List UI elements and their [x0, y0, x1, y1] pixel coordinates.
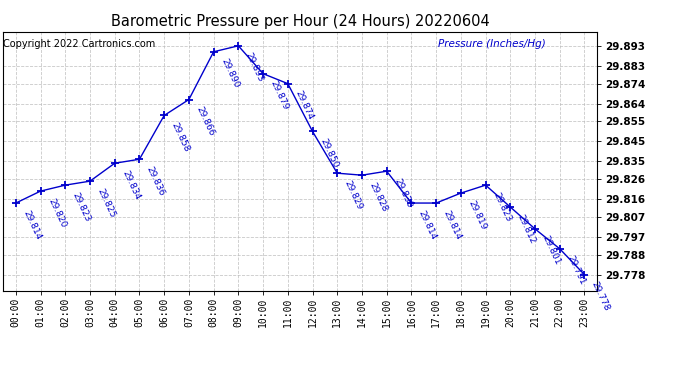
Text: 29.823: 29.823: [71, 191, 92, 223]
Text: 29.801: 29.801: [540, 234, 562, 267]
Text: 29.850: 29.850: [318, 137, 339, 169]
Text: 29.814: 29.814: [442, 209, 463, 241]
Text: 29.830: 29.830: [392, 177, 414, 209]
Text: 29.825: 29.825: [95, 187, 117, 219]
Text: 29.836: 29.836: [145, 165, 166, 197]
Text: 29.893: 29.893: [244, 51, 266, 84]
Text: 29.819: 29.819: [466, 199, 488, 231]
Text: 29.828: 29.828: [368, 181, 389, 213]
Text: Copyright 2022 Cartronics.com: Copyright 2022 Cartronics.com: [3, 39, 156, 50]
Text: 29.890: 29.890: [219, 57, 241, 90]
Text: 29.879: 29.879: [268, 79, 290, 112]
Text: 29.812: 29.812: [516, 213, 538, 245]
Text: 29.858: 29.858: [170, 121, 191, 153]
Text: 29.834: 29.834: [120, 169, 141, 201]
Text: 29.814: 29.814: [21, 209, 43, 241]
Text: 29.820: 29.820: [46, 196, 68, 229]
Text: 29.791: 29.791: [565, 254, 586, 287]
Text: 29.778: 29.778: [590, 280, 611, 313]
Text: 29.866: 29.866: [195, 105, 216, 138]
Text: 29.829: 29.829: [343, 179, 364, 211]
Title: Barometric Pressure per Hour (24 Hours) 20220604: Barometric Pressure per Hour (24 Hours) …: [111, 14, 489, 29]
Text: Pressure (Inches/Hg): Pressure (Inches/Hg): [438, 39, 546, 50]
Text: 29.814: 29.814: [417, 209, 438, 241]
Text: 29.874: 29.874: [293, 89, 315, 122]
Text: 29.823: 29.823: [491, 191, 513, 223]
